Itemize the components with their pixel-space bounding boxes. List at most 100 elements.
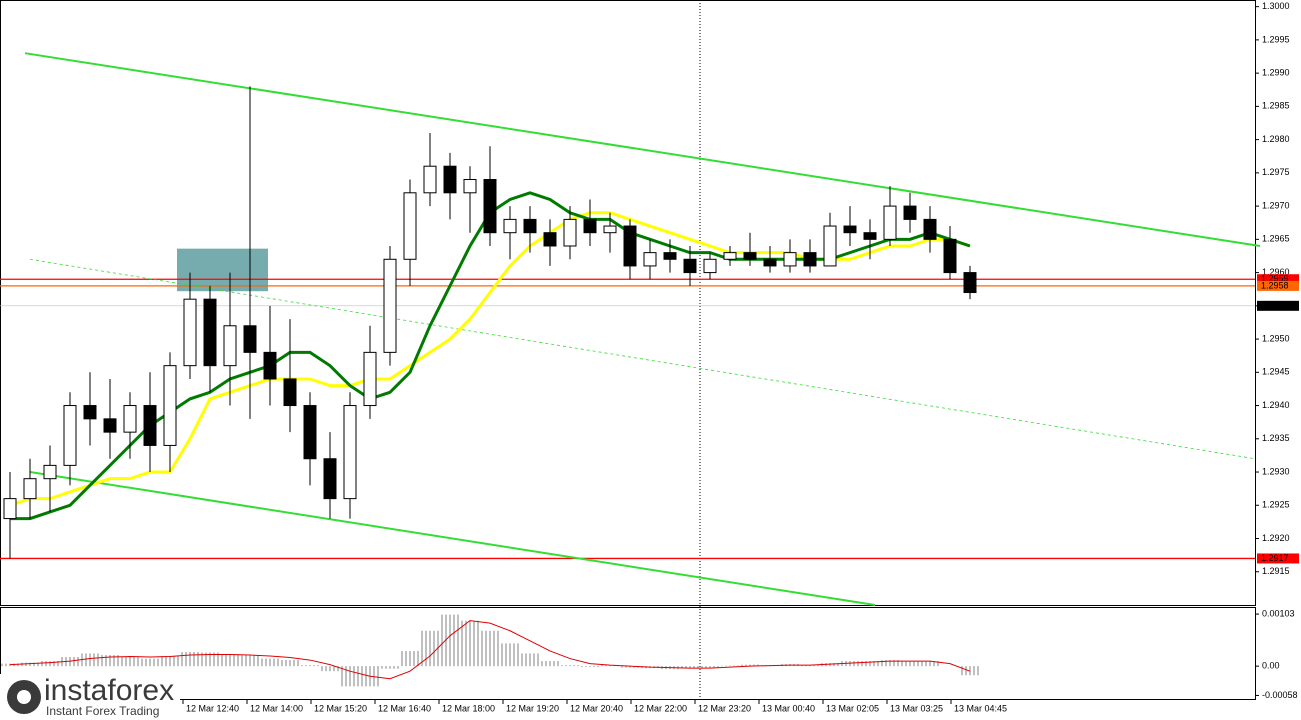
candle-body xyxy=(823,225,837,267)
y-tick-label: 1.2975 xyxy=(1262,167,1290,177)
candle-body xyxy=(123,405,137,433)
trend-line xyxy=(29,258,1256,460)
candle-body xyxy=(683,258,697,274)
candle-body xyxy=(803,252,817,267)
y-tick-label: 1.2920 xyxy=(1262,533,1290,543)
y-tick-label: 1.2945 xyxy=(1262,367,1290,377)
logo-tagline: Instant Forex Trading xyxy=(46,704,159,718)
candle-body xyxy=(463,179,477,194)
candle-body xyxy=(543,232,557,247)
trend-line xyxy=(24,52,1261,247)
level-label-bg xyxy=(1257,274,1299,285)
candle-body xyxy=(763,258,777,267)
level-label-bg xyxy=(1257,280,1299,291)
candle-body xyxy=(523,218,537,234)
candle-body xyxy=(143,405,157,446)
level-label-bg xyxy=(1257,553,1299,564)
x-tick-label: 13 Mar 00:40 xyxy=(762,703,815,713)
indicator-y-tick-label: 0.00 xyxy=(1262,661,1280,671)
x-tick-label: 13 Mar 02:05 xyxy=(826,703,879,713)
main-panel xyxy=(0,0,1256,606)
candle-body xyxy=(943,238,957,274)
signal-line xyxy=(9,620,971,680)
candle-body xyxy=(783,252,797,267)
y-tick-label: 1.2940 xyxy=(1262,400,1290,410)
candle-body xyxy=(483,179,497,234)
candle-body xyxy=(203,298,217,367)
candle-body xyxy=(903,205,917,220)
x-tick-label: 12 Mar 19:20 xyxy=(506,703,559,713)
candle-body xyxy=(443,165,457,194)
candle-body xyxy=(83,405,97,420)
candle-body xyxy=(243,325,257,353)
x-tick-label: 12 Mar 12:40 xyxy=(186,703,239,713)
candle-body xyxy=(403,192,417,260)
candle-body xyxy=(923,218,937,240)
x-tick-label: 12 Mar 20:40 xyxy=(570,703,623,713)
level-label: 1.2955 xyxy=(1261,300,1289,310)
y-tick-label: 1.2995 xyxy=(1262,34,1290,44)
candle-body xyxy=(603,225,617,234)
candle-body xyxy=(843,225,857,234)
y-tick-label: 1.2985 xyxy=(1262,101,1290,111)
y-tick-label: 1.2960 xyxy=(1262,267,1290,277)
candle-body xyxy=(743,252,757,260)
candle-body xyxy=(723,252,737,260)
candle-body xyxy=(343,405,357,500)
x-tick-label: 12 Mar 18:00 xyxy=(442,703,495,713)
x-tick-label: 12 Mar 15:20 xyxy=(314,703,367,713)
y-tick-label: 1.2915 xyxy=(1262,566,1290,576)
y-tick-label: 1.2965 xyxy=(1262,234,1290,244)
candle-body xyxy=(703,258,717,274)
x-tick-label: 13 Mar 03:25 xyxy=(890,703,943,713)
candle-body xyxy=(263,351,277,380)
candle-body xyxy=(323,458,337,500)
y-tick-label: 1.2935 xyxy=(1262,433,1290,443)
x-tick-label: 12 Mar 14:00 xyxy=(250,703,303,713)
y-tick-label: 1.2950 xyxy=(1262,333,1290,343)
indicator-panel xyxy=(0,607,1256,700)
candle-body xyxy=(3,498,17,520)
candle-body xyxy=(163,365,177,446)
indicator-y-tick-label: -0.00058 xyxy=(1262,690,1298,700)
candle-body xyxy=(283,378,297,407)
logo-name: instaforex xyxy=(44,674,174,707)
y-tick-label: 1.3000 xyxy=(1262,1,1290,11)
logo-icon-core xyxy=(17,690,31,704)
x-tick-label: 12 Mar 22:00 xyxy=(634,703,687,713)
candle-body xyxy=(503,218,517,234)
y-tick-label: 1.2970 xyxy=(1262,200,1290,210)
indicator-y-tick-label: 0.00103 xyxy=(1262,608,1295,618)
candle-body xyxy=(643,252,657,267)
candle-body xyxy=(183,298,197,367)
trend-line xyxy=(29,471,876,606)
candle-body xyxy=(23,478,37,500)
y-tick-label: 1.2930 xyxy=(1262,466,1290,476)
candle-body xyxy=(863,232,877,240)
zone-box xyxy=(177,248,268,292)
level-label: 1.2958 xyxy=(1261,280,1289,290)
x-tick-label: 13 Mar 04:45 xyxy=(954,703,1007,713)
candle-body xyxy=(363,351,377,407)
y-tick-label: 1.2980 xyxy=(1262,134,1290,144)
candle-body xyxy=(103,418,117,433)
candle-body xyxy=(563,218,577,247)
level-label: 1.2959 xyxy=(1261,274,1289,284)
candle-body xyxy=(223,325,237,367)
candle-body xyxy=(623,225,637,267)
level-label-bg xyxy=(1257,300,1299,311)
candle-body xyxy=(43,464,57,480)
candle-body xyxy=(963,272,977,294)
candle-body xyxy=(383,258,397,353)
logo: instaforex Instant Forex Trading xyxy=(0,674,180,720)
candle-body xyxy=(663,252,677,260)
level-label: 1.2917 xyxy=(1261,553,1289,563)
candle-body xyxy=(63,405,77,466)
candle-body xyxy=(303,405,317,460)
y-tick-label: 1.2925 xyxy=(1262,500,1290,510)
candle-body xyxy=(423,165,437,194)
y-tick-label: 1.2990 xyxy=(1262,68,1290,78)
x-tick-label: 12 Mar 23:20 xyxy=(698,703,751,713)
x-tick-label: 12 Mar 16:40 xyxy=(378,703,431,713)
